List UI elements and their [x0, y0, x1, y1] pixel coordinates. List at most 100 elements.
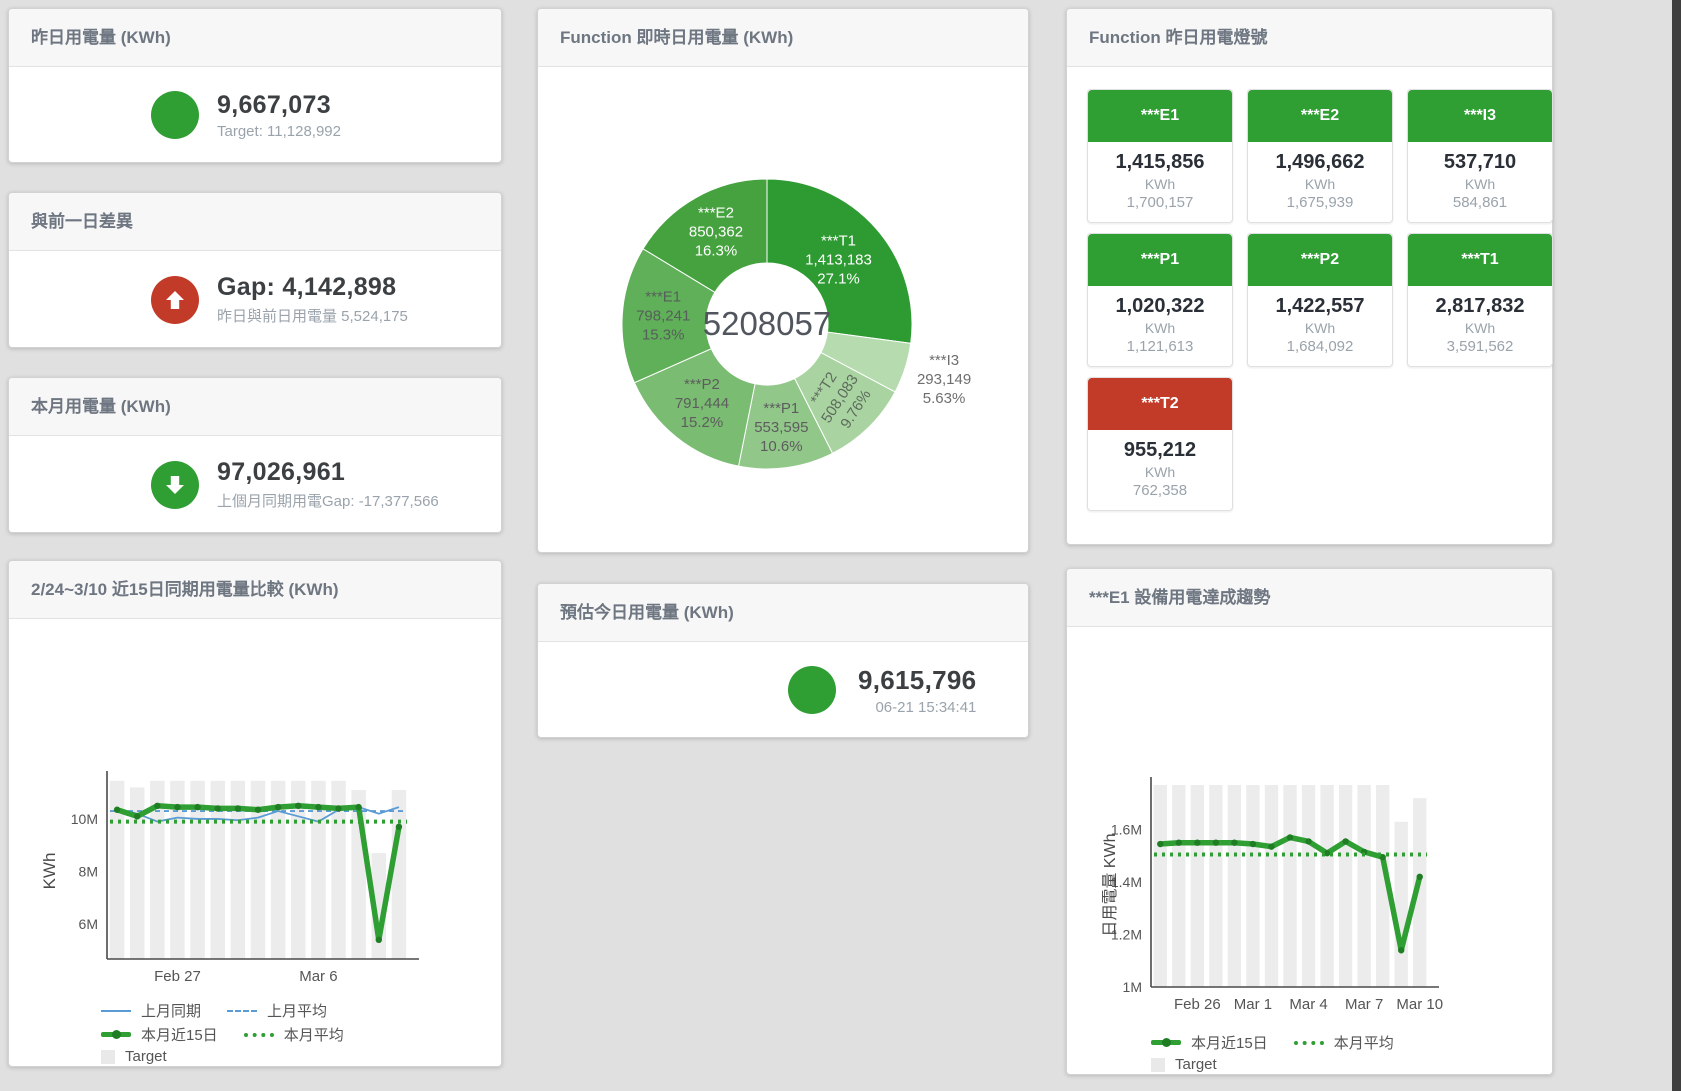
y-tick-label: 1.2M	[1111, 927, 1142, 943]
x-tick-label: Feb 27	[154, 968, 201, 985]
estimate-title: 預估今日用電量 (KWh)	[538, 584, 1028, 642]
legend-item-1[interactable]: 本月平均	[1293, 1032, 1394, 1053]
legend-item-3[interactable]: 本月平均	[243, 1024, 344, 1045]
compare-chart-legend: 上月同期 上月平均 本月近15日 本月平均 Target	[101, 1000, 501, 1065]
light-card-subvalue: 1,700,157	[1126, 194, 1194, 211]
light-card-label: ***T2	[1088, 378, 1232, 430]
legend-swatch-dots-icon	[243, 1032, 274, 1037]
data-point-marker	[295, 802, 302, 810]
lights-grid: ***E1 1,415,856 KWh 1,700,157 ***E2 1,496,662…	[1067, 67, 1553, 511]
card-compare-chart: 2/24~3/10 近15日同期用電量比較 (KWh) 6M 8M 10M Feb 2…	[8, 560, 502, 1067]
legend-swatch-dot	[112, 1030, 121, 1039]
legend-swatch-square-icon	[101, 1049, 115, 1064]
day-gap-stat: Gap: 4,142,898 昨日與前日用電量 5,524,175	[9, 251, 501, 348]
day-gap-value: Gap: 4,142,898	[217, 273, 397, 301]
y-tick-label: 1M	[1123, 979, 1142, 995]
data-point-marker	[335, 805, 342, 812]
month-stat: 97,026,961 上個月同期用電Gap: -17,377,566	[9, 436, 501, 533]
target-bar	[250, 780, 266, 959]
light-card-unit: KWh	[1464, 320, 1496, 336]
light-card-label: ***P2	[1248, 234, 1392, 286]
donut-slice-label: ***T1 1,413,183 27.1%	[805, 232, 872, 287]
target-bar	[129, 787, 145, 959]
card-yesterday-title: 昨日用電量 (KWh)	[9, 9, 501, 67]
y-tick-label: 1.4M	[1111, 874, 1142, 890]
target-bar	[1153, 785, 1167, 987]
target-bar	[1413, 798, 1427, 987]
function-usage-donut-chart: ***T1 1,413,183 27.1% ***I3 293,149 5.63% ***T…	[538, 67, 1028, 558]
data-point-marker	[194, 803, 201, 811]
legend-swatch-dots-icon	[1293, 1040, 1324, 1045]
legend-item-0[interactable]: 上月同期	[101, 1000, 201, 1021]
light-card-unit: KWh	[1144, 464, 1176, 480]
donut-slice-label: ***P1 553,595 10.6%	[754, 400, 808, 455]
x-tick-label: Mar 1	[1234, 996, 1272, 1013]
y-axis-title: KWh	[40, 853, 59, 890]
target-bar	[1227, 785, 1242, 987]
legend-item-4[interactable]: Target	[101, 1048, 167, 1065]
data-point-marker	[1323, 850, 1331, 857]
data-point-marker	[113, 806, 121, 813]
donut-chart-title: Function 即時日用電量 (KWh)	[538, 9, 1028, 67]
right-edge-scroll-strip[interactable]	[1672, 0, 1681, 1091]
legend-item-0[interactable]: 本月近15日	[1151, 1032, 1268, 1053]
estimate-value: 9,615,796	[858, 664, 977, 695]
legend-swatch-square-icon	[1151, 1057, 1165, 1072]
legend-swatch-thick-icon	[1151, 1038, 1181, 1047]
legend-label: 本月近15日	[1191, 1035, 1268, 1052]
light-card-P1: ***P1 1,020,322 KWh 1,121,613	[1087, 233, 1233, 367]
data-point-marker	[1231, 839, 1238, 846]
x-tick-label: Mar 10	[1396, 996, 1443, 1013]
x-tick-label: Mar 4	[1289, 996, 1327, 1013]
donut-slice-label: ***I3 293,149 5.63%	[917, 352, 971, 407]
data-point-marker	[134, 813, 141, 820]
legend-label: Target	[125, 1048, 167, 1065]
yesterday-stat: 9,667,073 Target: 11,128,992	[9, 67, 501, 163]
data-point-marker	[254, 806, 262, 813]
compare-line-chart: 6M 8M 10M Feb 27 Mar 6 KWh	[9, 619, 501, 996]
legend-swatch-line-icon	[101, 1009, 131, 1012]
light-card-value: 1,020,322	[1115, 295, 1205, 317]
trend-chart-legend: 本月近15日 本月平均 Target	[1151, 1032, 1552, 1073]
card-day-gap: 與前一日差異 Gap: 4,142,898 昨日與前日用電量 5,524,175	[8, 192, 502, 348]
target-bar	[1190, 785, 1205, 987]
donut-slice-E2[interactable]	[642, 178, 768, 294]
target-bar	[1209, 785, 1223, 987]
legend-item-1[interactable]: 上月平均	[227, 1000, 327, 1021]
target-bar	[1357, 785, 1371, 987]
data-point-marker	[1212, 839, 1220, 846]
light-card-subvalue: 1,121,613	[1126, 338, 1194, 355]
y-tick-label: 8M	[79, 863, 98, 879]
green-down-arrow-icon	[151, 460, 199, 509]
light-card-value: 2,817,832	[1435, 295, 1525, 317]
legend-swatch-dash-icon	[227, 1009, 258, 1012]
legend-item-2[interactable]: 本月近15日	[101, 1024, 218, 1045]
legend-label: Target	[1175, 1056, 1217, 1073]
donut-slice-P2[interactable]	[633, 348, 756, 467]
data-point-marker	[1194, 839, 1201, 846]
donut-slice-label: ***T2508,0839.76%	[802, 361, 878, 436]
data-point-marker	[1416, 873, 1423, 881]
y-tick-label: 1.6M	[1111, 822, 1142, 838]
target-bar	[190, 780, 205, 959]
target-bar	[391, 790, 407, 959]
x-tick-label: Mar 7	[1345, 996, 1383, 1013]
donut-slice-T1[interactable]	[766, 178, 913, 344]
light-card-T1: ***T1 2,817,832 KWh 3,591,562	[1407, 233, 1553, 367]
target-bar	[1283, 785, 1297, 987]
legend-item-2[interactable]: Target	[1151, 1056, 1217, 1073]
trend-chart-title: ***E1 設備用電達成趨勢	[1067, 569, 1552, 627]
light-card-label: ***E2	[1248, 90, 1392, 142]
x-tick-label: Mar 6	[299, 968, 337, 985]
data-point-marker	[1249, 840, 1257, 848]
target-bar	[230, 780, 246, 959]
lights-panel-title: Function 昨日用電燈號	[1067, 9, 1552, 67]
light-card-label: ***E1	[1088, 90, 1232, 142]
data-point-marker	[1286, 834, 1294, 841]
data-point-marker	[1268, 843, 1275, 850]
light-card-unit: KWh	[1144, 176, 1176, 192]
target-bar	[311, 780, 326, 959]
data-point-marker	[1157, 840, 1164, 848]
yesterday-value: 9,667,073	[217, 90, 331, 119]
target-bar	[331, 780, 346, 959]
